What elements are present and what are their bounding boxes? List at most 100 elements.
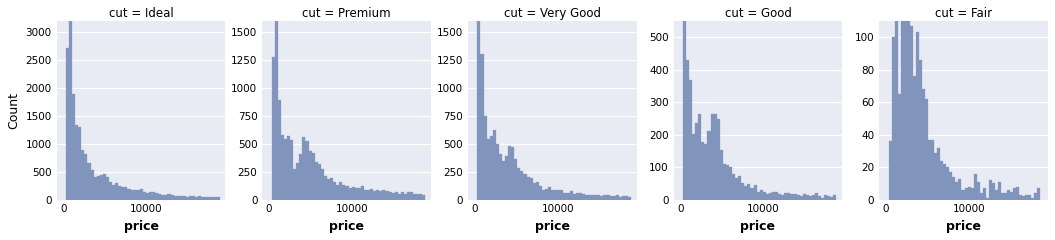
Bar xyxy=(613,196,616,200)
Bar xyxy=(385,191,388,200)
Bar xyxy=(600,196,603,200)
Bar xyxy=(509,146,512,200)
Bar xyxy=(603,195,607,200)
Bar xyxy=(348,188,351,200)
Bar xyxy=(281,135,284,200)
Bar xyxy=(514,159,517,200)
Title: cut = Premium: cut = Premium xyxy=(303,7,391,20)
Bar xyxy=(512,147,514,200)
Bar xyxy=(139,190,142,200)
Bar xyxy=(625,196,628,200)
Bar xyxy=(337,185,340,200)
Bar xyxy=(480,54,483,200)
Bar xyxy=(121,187,124,200)
Bar xyxy=(330,178,333,200)
Bar xyxy=(179,196,183,200)
Bar xyxy=(198,197,202,200)
Bar xyxy=(971,188,974,200)
Bar xyxy=(370,189,373,200)
Bar xyxy=(781,195,784,200)
Bar xyxy=(192,196,195,200)
Bar xyxy=(168,194,171,200)
Bar xyxy=(925,99,928,200)
Bar xyxy=(520,171,523,200)
Bar xyxy=(137,190,139,200)
Bar xyxy=(308,150,311,200)
Bar xyxy=(797,195,800,200)
Bar xyxy=(112,185,115,200)
Bar xyxy=(358,188,361,200)
Bar xyxy=(594,195,597,200)
Bar xyxy=(97,176,100,200)
Bar xyxy=(901,5,904,200)
Bar xyxy=(345,186,348,200)
Bar xyxy=(980,193,982,200)
Bar xyxy=(909,26,913,200)
Bar xyxy=(300,155,303,200)
Bar xyxy=(584,195,588,200)
Bar xyxy=(542,190,545,200)
Bar xyxy=(1031,198,1034,200)
Bar xyxy=(189,196,192,200)
Bar xyxy=(499,154,502,200)
Bar xyxy=(573,193,576,200)
Bar xyxy=(916,32,919,200)
Bar xyxy=(115,182,118,200)
Title: cut = Very Good: cut = Very Good xyxy=(504,7,601,20)
Bar xyxy=(205,197,208,200)
Bar xyxy=(888,141,891,200)
Bar xyxy=(711,114,713,200)
Bar xyxy=(1022,196,1025,200)
Bar xyxy=(830,197,833,200)
Bar xyxy=(554,190,557,200)
Bar xyxy=(750,188,753,200)
Bar xyxy=(985,198,989,200)
Bar xyxy=(296,162,300,200)
Bar xyxy=(271,57,274,200)
Bar xyxy=(922,89,925,200)
Bar xyxy=(686,60,689,200)
Bar xyxy=(570,191,573,200)
Bar xyxy=(772,192,775,200)
Bar xyxy=(186,197,189,200)
Bar xyxy=(551,190,554,200)
Bar xyxy=(106,177,109,200)
X-axis label: price: price xyxy=(123,220,158,233)
Bar xyxy=(628,197,631,200)
Bar xyxy=(324,176,327,200)
Bar xyxy=(118,186,121,200)
Bar xyxy=(898,94,901,200)
Bar xyxy=(213,197,216,200)
Bar xyxy=(895,0,898,200)
Bar xyxy=(216,197,219,200)
Bar xyxy=(607,194,610,200)
Bar xyxy=(100,174,103,200)
Bar xyxy=(306,141,308,200)
Bar xyxy=(290,140,293,200)
Bar xyxy=(793,194,797,200)
Bar xyxy=(937,148,940,200)
Bar xyxy=(692,134,695,200)
Bar xyxy=(713,114,716,200)
Bar xyxy=(523,174,526,200)
Bar xyxy=(576,193,579,200)
Bar xyxy=(695,123,698,200)
Bar xyxy=(784,193,787,200)
Bar xyxy=(91,170,94,200)
Title: cut = Ideal: cut = Ideal xyxy=(109,7,173,20)
Bar xyxy=(588,195,591,200)
Bar xyxy=(81,150,84,200)
X-axis label: price: price xyxy=(329,220,364,233)
Bar xyxy=(833,195,837,200)
Bar xyxy=(1001,193,1004,200)
Bar xyxy=(932,140,934,200)
Bar xyxy=(956,182,958,200)
Bar xyxy=(477,0,480,200)
Bar xyxy=(827,196,830,200)
Bar xyxy=(940,161,943,200)
Bar xyxy=(284,139,287,200)
Bar xyxy=(557,190,560,200)
Bar xyxy=(913,76,916,200)
Bar xyxy=(274,0,277,200)
Bar xyxy=(88,162,91,200)
